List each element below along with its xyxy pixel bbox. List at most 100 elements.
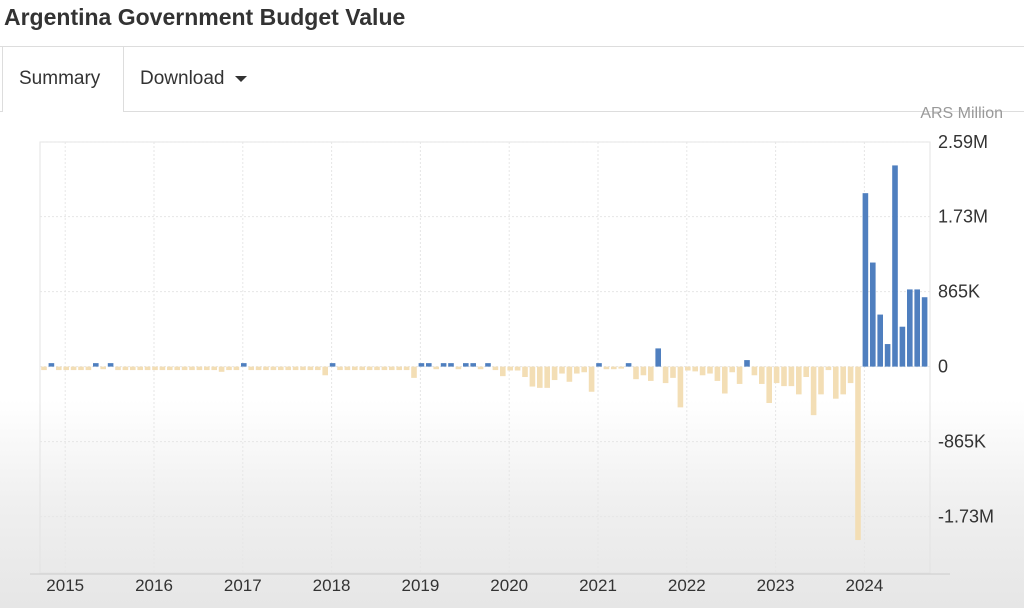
bar[interactable] xyxy=(270,366,277,371)
bar[interactable] xyxy=(855,366,861,541)
bar[interactable] xyxy=(877,314,883,367)
bar[interactable] xyxy=(648,366,654,381)
bar[interactable] xyxy=(803,366,809,378)
bar[interactable] xyxy=(618,366,624,369)
bar[interactable] xyxy=(788,366,795,387)
bar[interactable] xyxy=(396,366,402,371)
bar[interactable] xyxy=(70,366,77,371)
bar[interactable] xyxy=(810,366,817,416)
bar[interactable] xyxy=(766,366,772,404)
bar[interactable] xyxy=(41,366,47,371)
bar[interactable] xyxy=(152,366,158,371)
bar[interactable] xyxy=(248,366,254,371)
bar[interactable] xyxy=(500,366,506,377)
bar[interactable] xyxy=(448,363,454,367)
bar[interactable] xyxy=(640,366,647,376)
bar[interactable] xyxy=(596,363,602,367)
bar[interactable] xyxy=(840,366,846,395)
bar[interactable] xyxy=(537,366,543,388)
bar[interactable] xyxy=(670,366,676,378)
bar[interactable] xyxy=(189,366,195,371)
bar[interactable] xyxy=(692,366,698,372)
bar[interactable] xyxy=(167,366,173,371)
bar[interactable] xyxy=(204,366,210,371)
bar[interactable] xyxy=(218,366,225,372)
bar[interactable] xyxy=(137,366,143,371)
bar[interactable] xyxy=(847,366,854,384)
bar[interactable] xyxy=(507,366,513,371)
tab-summary[interactable]: Summary xyxy=(2,47,124,112)
bar[interactable] xyxy=(514,366,521,371)
bar[interactable] xyxy=(122,366,129,371)
bar[interactable] xyxy=(278,366,284,371)
bar[interactable] xyxy=(677,366,684,408)
bar[interactable] xyxy=(559,366,565,374)
bar[interactable] xyxy=(773,366,780,384)
bar[interactable] xyxy=(862,193,869,367)
bar[interactable] xyxy=(366,366,373,371)
bar[interactable] xyxy=(574,366,580,374)
bar[interactable] xyxy=(130,366,136,371)
bar[interactable] xyxy=(603,366,610,370)
bar[interactable] xyxy=(818,366,824,395)
bar[interactable] xyxy=(625,363,632,367)
bar[interactable] xyxy=(285,366,291,371)
bar[interactable] xyxy=(633,366,639,380)
bar[interactable] xyxy=(522,366,528,378)
bar[interactable] xyxy=(241,363,247,367)
bar[interactable] xyxy=(685,366,691,371)
bar[interactable] xyxy=(463,363,469,367)
bar[interactable] xyxy=(714,366,721,381)
bar[interactable] xyxy=(322,366,328,376)
bar[interactable] xyxy=(492,366,499,371)
bar[interactable] xyxy=(144,366,151,371)
bar[interactable] xyxy=(485,363,491,367)
bar[interactable] xyxy=(729,366,735,373)
bar[interactable] xyxy=(115,366,121,371)
bar[interactable] xyxy=(226,366,232,371)
bar[interactable] xyxy=(255,366,262,371)
bar[interactable] xyxy=(196,366,203,371)
tab-download[interactable]: Download xyxy=(124,47,263,111)
bar[interactable] xyxy=(403,366,410,371)
bar[interactable] xyxy=(174,366,180,371)
bar[interactable] xyxy=(263,366,269,371)
bar[interactable] xyxy=(884,344,891,367)
bar[interactable] xyxy=(159,366,166,371)
bar[interactable] xyxy=(107,363,114,367)
bar[interactable] xyxy=(381,366,388,371)
bar[interactable] xyxy=(307,366,314,371)
bar[interactable] xyxy=(751,366,758,376)
bar[interactable] xyxy=(374,366,380,371)
bar[interactable] xyxy=(292,366,299,371)
bar[interactable] xyxy=(662,366,669,384)
bar[interactable] xyxy=(899,326,906,367)
bar[interactable] xyxy=(470,363,476,367)
bar[interactable] xyxy=(48,363,55,367)
bar[interactable] xyxy=(759,366,765,384)
bar[interactable] xyxy=(233,366,240,371)
bar[interactable] xyxy=(870,262,876,367)
bar[interactable] xyxy=(315,366,321,371)
bar[interactable] xyxy=(921,297,928,367)
bar[interactable] xyxy=(833,366,839,399)
bar[interactable] xyxy=(529,366,536,387)
bar[interactable] xyxy=(581,366,587,373)
bar[interactable] xyxy=(418,363,425,367)
bar[interactable] xyxy=(914,289,920,367)
bar[interactable] xyxy=(588,366,595,392)
bar[interactable] xyxy=(892,165,898,367)
bar[interactable] xyxy=(329,363,336,367)
bar[interactable] xyxy=(300,366,306,371)
bar[interactable] xyxy=(359,366,365,371)
bar[interactable] xyxy=(78,366,84,371)
bar[interactable] xyxy=(655,348,661,367)
bar[interactable] xyxy=(566,366,573,382)
bar[interactable] xyxy=(337,366,343,371)
bar[interactable] xyxy=(477,366,484,370)
bar[interactable] xyxy=(56,366,62,371)
bar[interactable] xyxy=(433,366,439,370)
bar[interactable] xyxy=(744,360,750,367)
bar[interactable] xyxy=(781,366,787,387)
bar[interactable] xyxy=(551,366,558,381)
